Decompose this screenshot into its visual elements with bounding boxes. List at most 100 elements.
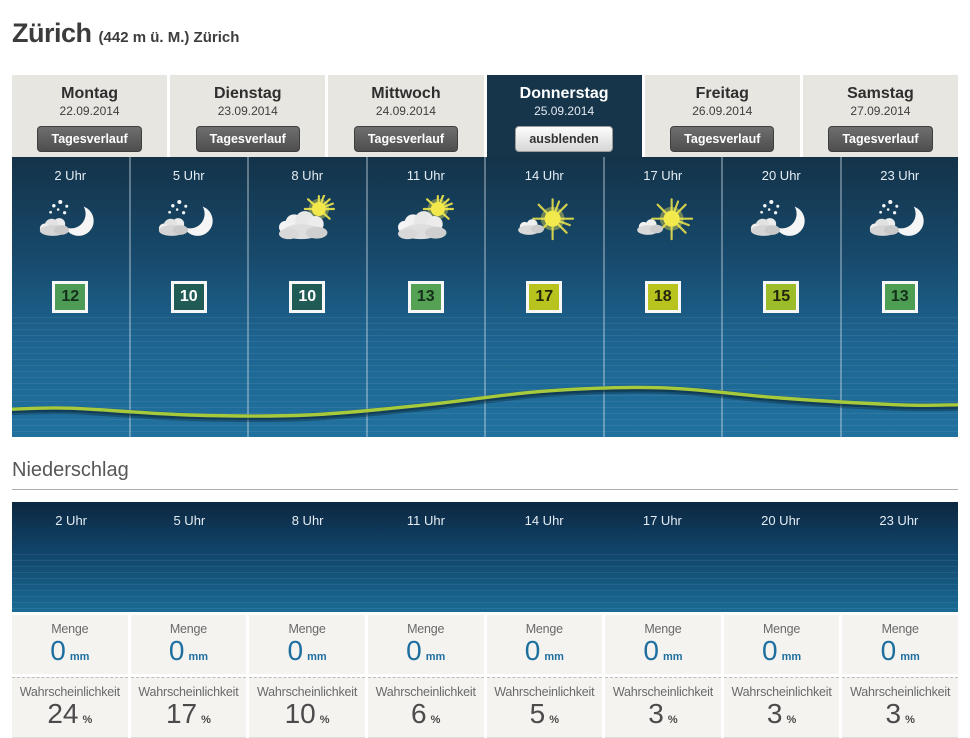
- precipitation-amount-row: Menge 0 mm Menge 0 mm Menge 0 mm Menge 0…: [12, 615, 958, 674]
- tab-day-label: Montag: [61, 85, 119, 102]
- tab-date-label: 26.09.2014: [692, 104, 753, 118]
- amount-label: Menge: [407, 622, 445, 636]
- hour-label: 20 Uhr: [761, 513, 801, 528]
- hour-label: 17 Uhr: [643, 168, 683, 183]
- precipitation-probability-cell: Wahrscheinlichkeit 3 %: [723, 677, 840, 738]
- precipitation-probability-cell: Wahrscheinlichkeit 24 %: [12, 677, 128, 738]
- probability-label: Wahrscheinlichkeit: [494, 685, 595, 699]
- probability-label: Wahrscheinlichkeit: [138, 685, 239, 699]
- hour-label: 14 Uhr: [524, 513, 564, 528]
- tab-date-label: 22.09.2014: [59, 104, 120, 118]
- day-tab[interactable]: Donnerstag 25.09.2014 ausblenden: [486, 75, 642, 157]
- temperature-badge: 18: [644, 281, 681, 313]
- temperature-badge: 13: [881, 281, 918, 313]
- hour-label: 2 Uhr: [55, 513, 88, 528]
- amount-unit: mm: [188, 651, 208, 663]
- day-tab[interactable]: Samstag 27.09.2014 Tagesverlauf: [802, 75, 959, 157]
- probability-value: 24: [47, 698, 79, 729]
- amount-unit: mm: [425, 651, 446, 663]
- precipitation-amount-cell: Menge 0 mm: [12, 615, 128, 674]
- hour-column: 8 Uhr 10: [249, 157, 368, 437]
- precipitation-hour-columns: 2 Uhr 5 Uhr 8 Uhr 11 Uhr 14 Uhr 17 Uhr 2…: [12, 502, 958, 612]
- probability-value: 3: [766, 698, 783, 729]
- probability-unit: %: [786, 714, 797, 726]
- amount-value: 0: [761, 635, 778, 666]
- probability-value: 10: [284, 698, 316, 729]
- amount-value: 0: [524, 635, 541, 666]
- probability-label: Wahrscheinlichkeit: [375, 685, 476, 699]
- hour-label: 23 Uhr: [880, 168, 920, 183]
- hour-column: 2 Uhr 12: [12, 157, 131, 437]
- hour-column: 5 Uhr 10: [131, 157, 249, 437]
- precipitation-probability-cell: Wahrscheinlichkeit 5 %: [486, 677, 603, 738]
- precipitation-probability-cell: Wahrscheinlichkeit 3 %: [605, 677, 721, 738]
- temperature-badge: 12: [52, 281, 89, 313]
- precipitation-amount-cell: Menge 0 mm: [130, 615, 247, 674]
- tab-date-label: 23.09.2014: [217, 104, 278, 118]
- probability-label: Wahrscheinlichkeit: [256, 685, 358, 699]
- day-tab[interactable]: Montag 22.09.2014 Tagesverlauf: [12, 75, 168, 157]
- hour-column: 20 Uhr 15: [723, 157, 842, 437]
- amount-unit: mm: [900, 651, 920, 663]
- precipitation-panel: 2 Uhr 5 Uhr 8 Uhr 11 Uhr 14 Uhr 17 Uhr 2…: [12, 502, 958, 612]
- precipitation-probability-cell: Wahrscheinlichkeit 17 %: [130, 677, 247, 738]
- tagesverlauf-button[interactable]: Tagesverlauf: [353, 126, 459, 152]
- day-tab[interactable]: Mittwoch 24.09.2014 Tagesverlauf: [328, 75, 484, 157]
- sun-behind-clouds-icon: [272, 195, 342, 251]
- probability-value: 17: [165, 698, 198, 729]
- page-header: Zürich (442 m ü. M.) Zürich: [12, 0, 958, 55]
- precipitation-amount-cell: Menge 0 mm: [723, 615, 840, 674]
- precipitation-amount-cell: Menge 0 mm: [367, 615, 484, 674]
- hour-label: 14 Uhr: [524, 168, 564, 183]
- precipitation-header: Niederschlag: [12, 459, 958, 490]
- precipitation-amount-cell: Menge 0 mm: [249, 615, 365, 674]
- tagesverlauf-button[interactable]: Tagesverlauf: [828, 126, 933, 152]
- probability-unit: %: [430, 714, 441, 726]
- probability-label: Wahrscheinlichkeit: [731, 685, 832, 699]
- precipitation-hour-column: 20 Uhr: [722, 502, 840, 612]
- precipitation-hour-column: 23 Uhr: [840, 502, 958, 612]
- amount-value: 0: [880, 635, 897, 666]
- moon-clouds-icon: [154, 195, 224, 251]
- hour-column: 14 Uhr 17: [486, 157, 605, 437]
- probability-value: 6: [411, 698, 427, 729]
- amount-label: Menge: [644, 622, 682, 636]
- hour-label: 11 Uhr: [406, 513, 445, 528]
- tab-day-label: Samstag: [847, 85, 914, 102]
- tagesverlauf-button[interactable]: Tagesverlauf: [37, 126, 142, 152]
- moon-clouds-icon: [865, 195, 935, 251]
- tagesverlauf-button[interactable]: Tagesverlauf: [670, 126, 775, 152]
- tab-day-label: Freitag: [695, 85, 749, 102]
- amount-value: 0: [643, 635, 659, 666]
- sun-with-cloud-icon: [628, 195, 698, 251]
- amount-label: Menge: [881, 622, 919, 636]
- temperature-badge: 10: [289, 281, 326, 313]
- temperature-badge: 15: [763, 281, 800, 313]
- temperature-badge: 17: [526, 281, 563, 313]
- day-tab[interactable]: Freitag 26.09.2014 Tagesverlauf: [644, 75, 800, 157]
- hour-column: 17 Uhr 18: [605, 157, 723, 437]
- precipitation-probability-cell: Wahrscheinlichkeit 3 %: [842, 677, 958, 738]
- amount-unit: mm: [307, 651, 327, 663]
- amount-value: 0: [287, 635, 304, 666]
- hour-label: 23 Uhr: [879, 513, 919, 528]
- tab-date-label: 27.09.2014: [850, 104, 911, 118]
- sun-with-cloud-icon: [509, 195, 579, 251]
- probability-value: 3: [885, 698, 902, 729]
- precipitation-probability-cell: Wahrscheinlichkeit 10 %: [249, 677, 365, 738]
- day-tabs: Montag 22.09.2014 Tagesverlauf Dienstag …: [12, 75, 959, 157]
- amount-value: 0: [406, 635, 422, 666]
- day-tab[interactable]: Dienstag 23.09.2014 Tagesverlauf: [170, 75, 326, 157]
- probability-unit: %: [667, 714, 678, 726]
- amount-label: Menge: [51, 622, 89, 636]
- hour-label: 2 Uhr: [54, 168, 87, 183]
- amount-label: Menge: [288, 622, 326, 636]
- probability-unit: %: [905, 714, 915, 726]
- probability-unit: %: [82, 714, 93, 726]
- hour-label: 5 Uhr: [173, 513, 206, 528]
- precipitation-heading: Niederschlag: [12, 459, 129, 481]
- tab-day-label: Donnerstag: [519, 85, 609, 102]
- ausblenden-button[interactable]: ausblenden: [515, 126, 613, 152]
- probability-label: Wahrscheinlichkeit: [850, 685, 951, 699]
- tagesverlauf-button[interactable]: Tagesverlauf: [195, 126, 300, 152]
